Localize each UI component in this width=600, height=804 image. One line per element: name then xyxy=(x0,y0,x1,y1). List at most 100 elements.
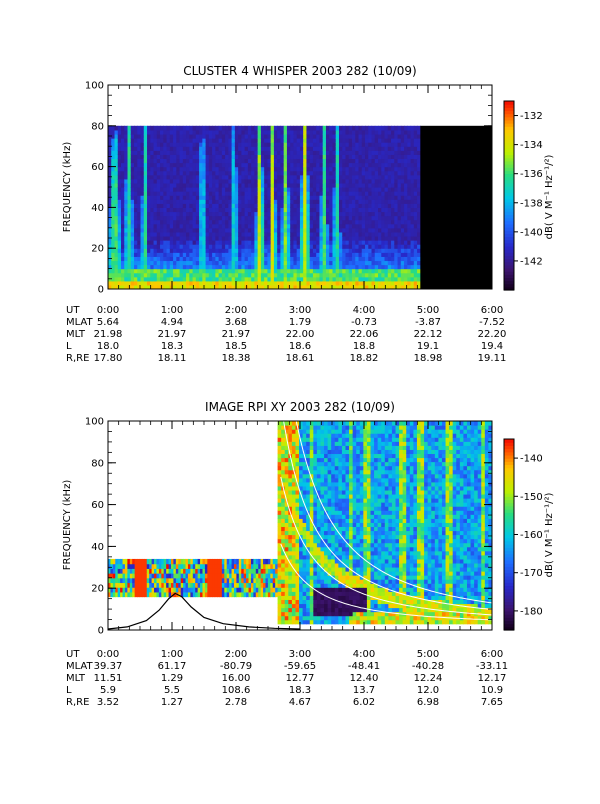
spectrogram-cell xyxy=(281,575,285,580)
panel-cluster: CLUSTER 4 WHISPER 2003 282 (10/09) 02040… xyxy=(62,64,555,364)
spectrogram-cell xyxy=(292,591,296,596)
spectrogram-cell xyxy=(299,551,303,556)
spectrogram-cell xyxy=(299,530,303,535)
spectrogram-cell xyxy=(285,599,289,604)
spectrogram-cell xyxy=(278,599,282,604)
spectrogram-cell xyxy=(285,449,289,454)
ephemeris-value: 4.94 xyxy=(161,317,183,328)
spectrogram-cell xyxy=(295,608,299,613)
spectrogram-cell xyxy=(281,498,285,503)
spectrogram-cell xyxy=(285,539,289,544)
spectrogram-cell xyxy=(278,571,282,576)
spectrogram-cell xyxy=(285,514,289,519)
spectrogram-cell xyxy=(285,595,289,600)
colorbar-tick-label: -138 xyxy=(520,198,543,209)
ephemeris-value: 18.8 xyxy=(353,341,375,352)
spectrogram-cell xyxy=(281,433,285,438)
spectrogram-cell xyxy=(285,526,289,531)
colorbar-tick-label: -132 xyxy=(520,111,543,122)
spectrogram-cell xyxy=(299,587,303,592)
spectrogram-cell xyxy=(295,470,299,475)
ephemeris-row-label: R,RE xyxy=(66,353,89,364)
spectrogram-cell xyxy=(281,608,285,613)
spectrogram-cell xyxy=(278,494,282,499)
spectrogram-cell xyxy=(278,498,282,503)
spectrogram-cell xyxy=(285,620,289,625)
spectrogram-cell xyxy=(281,612,285,617)
colorbar-tick-label: -136 xyxy=(520,169,543,180)
spectrogram-cell xyxy=(295,579,299,584)
spectrogram-cell xyxy=(295,466,299,471)
spectrogram-cell xyxy=(278,567,282,572)
spectrogram-cell xyxy=(281,603,285,608)
spectrogram-cell xyxy=(281,620,285,625)
spectrogram-cell xyxy=(288,612,292,617)
ephemeris-value: 0:00 xyxy=(97,305,119,316)
spectrogram-cell xyxy=(299,595,303,600)
ephemeris-value: 1.79 xyxy=(289,317,311,328)
colorbar-tick-label: -142 xyxy=(520,256,543,267)
ephemeris-value: 22.12 xyxy=(414,329,443,340)
spectrogram-cell xyxy=(278,603,282,608)
spectrogram-cell xyxy=(292,535,296,540)
spectrogram-cell xyxy=(281,559,285,564)
ephemeris-value: 5.64 xyxy=(97,317,119,328)
spectrogram-cell xyxy=(288,437,292,442)
spectrogram-cell xyxy=(285,453,289,458)
ephemeris-value: 3.68 xyxy=(225,317,247,328)
spectrogram-cell xyxy=(288,482,292,487)
spectrogram-cell xyxy=(292,478,296,483)
spectrogram-cell xyxy=(285,547,289,552)
spectrogram-cell xyxy=(288,555,292,560)
ephemeris-row-label: MLT xyxy=(66,329,86,340)
spectrogram-cell xyxy=(278,620,282,625)
spectrogram-cell xyxy=(288,466,292,471)
spectrogram-cell xyxy=(292,429,296,434)
spectrogram-cell xyxy=(292,543,296,548)
spectrogram-cell xyxy=(278,510,282,515)
ephemeris-value: 22.00 xyxy=(286,329,315,340)
ephemeris-value: 3:00 xyxy=(289,305,311,316)
spectrogram-cell xyxy=(292,506,296,511)
spectrogram-cell xyxy=(288,433,292,438)
spectrogram-cell xyxy=(285,518,289,523)
ephemeris-value: 18.11 xyxy=(158,353,187,364)
spectrogram-cell xyxy=(278,522,282,527)
spectrogram-cell xyxy=(292,587,296,592)
spectrogram-cell xyxy=(292,559,296,564)
spectrogram xyxy=(108,126,492,290)
spectrogram-cell xyxy=(292,575,296,580)
ephemeris-value: 19.1 xyxy=(417,341,439,352)
spectrogram-cell xyxy=(288,591,292,596)
ephemeris-value: 22.06 xyxy=(350,329,379,340)
spectrogram-cell xyxy=(288,490,292,495)
y-axis-label: FREQUENCY (kHz) xyxy=(62,142,73,233)
spectrogram-cell xyxy=(295,587,299,592)
spectrogram-cell xyxy=(292,441,296,446)
spectrogram-cell xyxy=(281,510,285,515)
spectrogram-cell xyxy=(292,616,296,621)
spectrogram-cell xyxy=(295,559,299,564)
spectrogram-cell xyxy=(299,543,303,548)
spectrogram-cell xyxy=(285,591,289,596)
spectrogram-cell xyxy=(285,478,289,483)
spectrogram-cell xyxy=(281,587,285,592)
ephemeris-value: 21.98 xyxy=(94,329,123,340)
ephemeris-value: 18.82 xyxy=(350,353,379,364)
spectrogram-cell xyxy=(292,502,296,507)
spectrogram-cell xyxy=(278,555,282,560)
spectrogram-cell xyxy=(295,494,299,499)
spectrogram-cell xyxy=(285,482,289,487)
spectrogram-cell xyxy=(278,453,282,458)
spectrogram-cell xyxy=(281,470,285,475)
y-tick-label: 0 xyxy=(98,285,104,296)
ephemeris-value: 18.6 xyxy=(289,341,311,352)
ephemeris-value: 18.0 xyxy=(97,341,119,352)
spectrogram-cell xyxy=(278,559,282,564)
ephemeris-value: 18.5 xyxy=(225,341,247,352)
spectrogram-cell xyxy=(292,449,296,454)
spectrogram-cell xyxy=(288,535,292,540)
spectrogram-cell xyxy=(285,608,289,613)
